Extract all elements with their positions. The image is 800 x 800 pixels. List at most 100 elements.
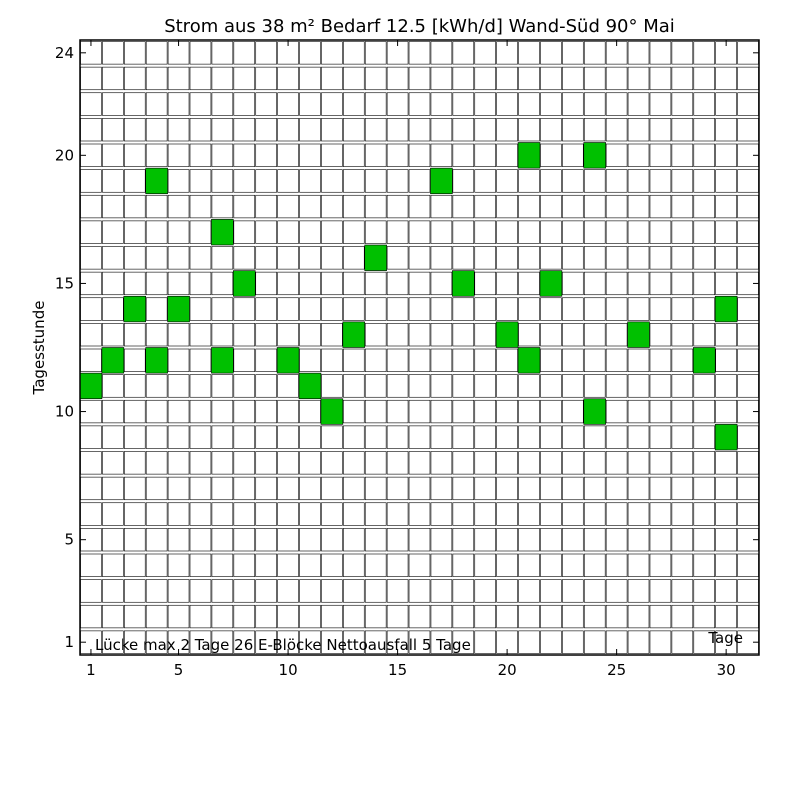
grid-cell — [145, 92, 168, 116]
grid-cell — [277, 271, 299, 296]
grid-cell — [671, 374, 694, 398]
grid-cell — [167, 348, 190, 372]
grid-cell — [364, 323, 387, 347]
grid-cell — [189, 246, 212, 270]
grid-cell — [649, 66, 672, 91]
grid-cell — [408, 297, 431, 321]
grid-cell — [364, 220, 387, 244]
grid-cell — [124, 425, 146, 449]
grid-cell — [321, 579, 343, 603]
grid-cell — [452, 323, 475, 347]
grid-cell — [386, 66, 409, 91]
grid-cell — [715, 374, 737, 398]
grid-cell — [540, 374, 562, 398]
grid-cell — [233, 323, 256, 347]
grid-cell — [671, 502, 694, 526]
grid-cell — [671, 143, 694, 167]
grid-cell — [474, 143, 496, 167]
grid-cell — [496, 92, 518, 116]
grid-cell — [124, 451, 146, 475]
grid-cell — [299, 502, 321, 526]
energy-block — [364, 244, 387, 271]
grid-cell — [605, 271, 628, 296]
grid-cell — [277, 246, 299, 270]
grid-cell — [671, 348, 694, 372]
grid-cell — [605, 604, 628, 629]
grid-cell — [102, 630, 124, 654]
grid-cell — [408, 604, 431, 629]
grid-cell — [364, 553, 387, 577]
grid-cell — [321, 630, 343, 654]
grid-cell — [452, 502, 475, 526]
grid-cell — [408, 41, 431, 65]
grid-cell — [189, 92, 212, 116]
grid-cell — [671, 451, 694, 475]
grid-cell — [540, 297, 562, 321]
grid-cell — [386, 476, 409, 501]
grid-cell — [605, 374, 628, 398]
grid-cell — [211, 66, 234, 91]
grid-cell — [540, 92, 562, 116]
grid-cell — [321, 66, 343, 91]
grid-cell — [299, 476, 321, 501]
grid-cell — [211, 92, 234, 116]
grid-cell — [649, 41, 672, 65]
grid-cell — [496, 220, 518, 244]
grid-cell — [364, 630, 387, 654]
grid-cell — [518, 553, 540, 577]
grid-cell — [299, 118, 321, 142]
grid-cell — [715, 143, 737, 167]
grid-cell — [211, 528, 234, 552]
grid-cell — [671, 194, 694, 219]
grid-cell — [649, 118, 672, 142]
grid-cell — [233, 374, 256, 398]
grid-cell — [737, 553, 759, 577]
grid-cell — [277, 476, 299, 501]
grid-cell — [562, 271, 584, 296]
grid-cell — [408, 194, 431, 219]
grid-cell — [277, 297, 299, 321]
grid-cell — [715, 118, 737, 142]
grid-cell — [474, 630, 496, 654]
grid-cell — [255, 118, 277, 142]
grid-cell — [343, 502, 365, 526]
grid-cell — [496, 194, 518, 219]
grid-cell — [321, 194, 343, 219]
grid-cell — [693, 374, 715, 398]
grid-cell — [562, 399, 584, 424]
grid-cell — [562, 194, 584, 219]
grid-cell — [540, 502, 562, 526]
grid-cell — [671, 528, 694, 552]
grid-cell — [145, 579, 168, 603]
grid-cell — [145, 374, 168, 398]
grid-cell — [124, 528, 146, 552]
grid-cell — [408, 143, 431, 167]
grid-cell — [649, 425, 672, 449]
grid-cell — [386, 502, 409, 526]
grid-cell — [167, 451, 190, 475]
grid-cell — [102, 604, 124, 629]
grid-cell — [408, 92, 431, 116]
grid-cell — [693, 528, 715, 552]
energy-block — [167, 295, 190, 323]
grid-cell — [80, 451, 102, 475]
grid-cell — [583, 476, 606, 501]
grid-cell — [386, 604, 409, 629]
grid-cell — [167, 246, 190, 270]
grid-cell — [364, 451, 387, 475]
grid-cell — [343, 451, 365, 475]
grid-cell — [649, 579, 672, 603]
grid-cell — [277, 502, 299, 526]
grid-cell — [343, 297, 365, 321]
grid-cell — [430, 323, 453, 347]
grid-cell — [583, 118, 606, 142]
energy-block — [211, 347, 234, 374]
energy-block — [123, 295, 147, 323]
grid-cell — [408, 502, 431, 526]
grid-cell — [386, 451, 409, 475]
x-tick-label: 25 — [607, 661, 626, 679]
grid-cell — [167, 323, 190, 347]
grid-cell — [277, 66, 299, 91]
grid-cell — [343, 604, 365, 629]
